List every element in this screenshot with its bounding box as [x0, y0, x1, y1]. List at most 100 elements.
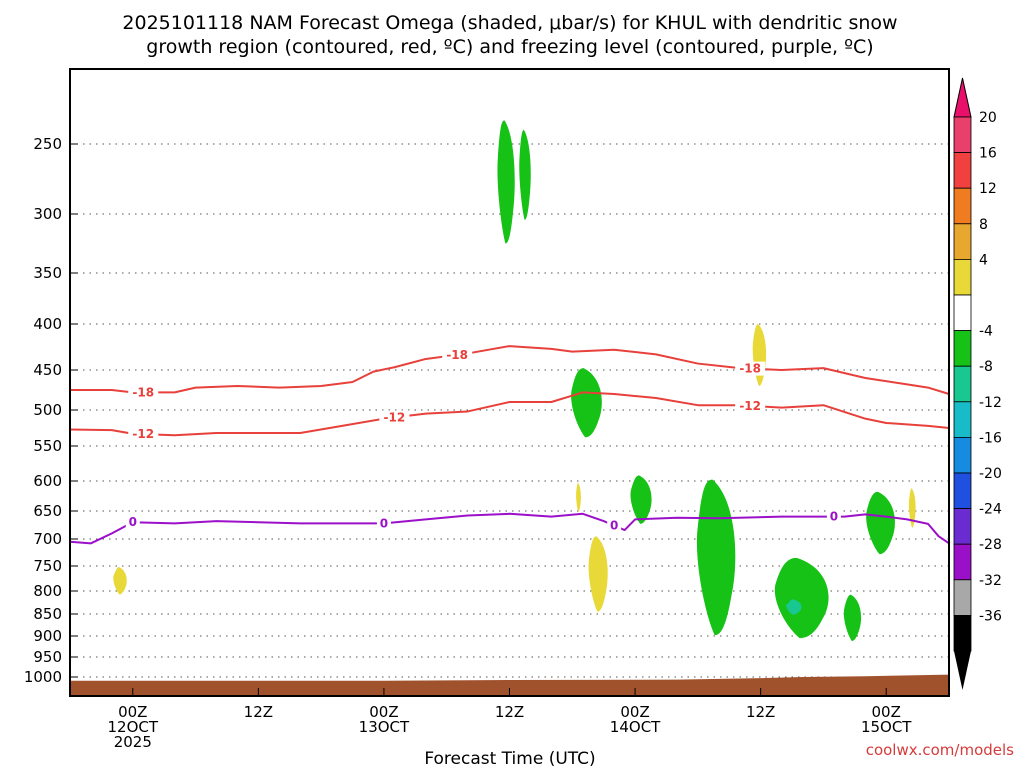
colorbar-swatch-1 [953, 152, 972, 189]
omega-region-tiny-yellow [576, 482, 581, 513]
omega-region-14oct-yellow [588, 536, 608, 612]
colorbar-label-1: 16 [979, 146, 997, 162]
contour-freezing-level [69, 512, 950, 545]
colorbar-label-7: -12 [979, 395, 1002, 411]
colorbar-label-4: 4 [979, 252, 988, 268]
ytick-label-900: 900 [33, 627, 62, 645]
colorbar-label-11: -28 [979, 537, 1002, 553]
omega-region-far-yellow [908, 488, 916, 528]
colorbar-label-0: 20 [979, 110, 997, 126]
ytick-label-750: 750 [33, 557, 62, 575]
colorbar-label-8: -16 [979, 430, 1002, 446]
colorbar-label-12: -32 [979, 573, 1002, 589]
colorbar-label-5: -4 [979, 324, 993, 340]
colorbar-swatch-14 [953, 615, 972, 652]
ytick-label-800: 800 [33, 582, 62, 600]
ytick-label-450: 450 [33, 361, 62, 379]
xtick-label-4-0: 00Z [620, 703, 649, 721]
ytick-label-1000: 1000 [24, 668, 62, 686]
x-axis-label: Forecast Time (UTC) [424, 749, 595, 768]
xtick-label-5-0: 12Z [746, 703, 775, 721]
ytick-label-550: 550 [33, 437, 62, 455]
omega-region-14oct-green [630, 475, 652, 524]
contour-label-bg-freezing-level-3 [826, 509, 841, 524]
colorbar-label-13: -36 [979, 608, 1002, 624]
ytick-label-950: 950 [33, 648, 62, 666]
contour-label-bg-freezing-level-0 [125, 515, 140, 530]
contour-label-bg-dgz-lower-2 [735, 398, 766, 413]
ytick-label-350: 350 [33, 264, 62, 282]
colorbar-top-arrow [953, 77, 972, 118]
contour-label-bg-freezing-level-2 [607, 518, 622, 533]
contour-label-dgz-upper-1: -18 [446, 348, 468, 362]
colorbar: 20 16 12 8 4 -4 -8 -12 -16 -20 -24 -28 -32 -36 [953, 77, 1002, 690]
contour-label-bg-dgz-upper-0 [128, 385, 159, 400]
contour-label-bg-dgz-upper-1 [442, 347, 473, 362]
colorbar-bottom-arrow [954, 651, 971, 690]
omega-region-lowlevel-cyan [786, 599, 802, 615]
terrain-surface [70, 674, 949, 696]
colorbar-swatch-9 [953, 436, 972, 474]
contour-label-dgz-lower-0: -12 [132, 427, 154, 441]
xtick-label-3-0: 12Z [495, 703, 524, 721]
terrain [70, 674, 949, 696]
chart-title-line1: 2025101118 NAM Forecast Omega (shaded, μ… [122, 12, 897, 34]
contour-label-bg-dgz-lower-0 [128, 427, 159, 442]
colorbar-label-9: -20 [979, 466, 1002, 482]
contour-label-freezing-level-2: 0 [610, 519, 618, 533]
credit-label: coolwx.com/models [866, 741, 1014, 759]
contour-label-bg-freezing-level-1 [376, 516, 391, 531]
contour-label-bg-dgz-upper-2 [735, 361, 766, 376]
ytick-label-400: 400 [33, 315, 62, 333]
omega-region-lowlevel-green2 [843, 594, 862, 642]
ytick-label-250: 250 [33, 135, 62, 153]
omega-region-upper-right [519, 129, 531, 220]
y-axis-ticks: 250 300 350 400 450 500 550 600 650 700 750 800 850 9… [24, 135, 78, 686]
contour-label-dgz-lower-1: -12 [384, 410, 406, 424]
omega-region-lowlevel-green [774, 557, 829, 639]
omega-region-mid-400-500 [571, 368, 602, 438]
chart-title-line2: growth region (contoured, red, ºC) and f… [146, 36, 873, 58]
colorbar-swatch-0 [953, 116, 972, 153]
ytick-label-700: 700 [33, 530, 62, 548]
xtick-label-4-1: 14OCT [610, 718, 661, 736]
contour-label-freezing-level-3: 0 [830, 510, 838, 524]
xtick-label-2-0: 00Z [369, 703, 398, 721]
xtick-label-0-0: 00Z [118, 703, 147, 721]
xtick-label-0-2: 2025 [114, 733, 152, 751]
contour-dgz-upper [70, 345, 950, 395]
ytick-label-500: 500 [33, 401, 62, 419]
contour-label-freezing-level-0: 0 [129, 515, 137, 529]
colorbar-swatch-4 [953, 258, 972, 296]
colorbar-label-3: 8 [979, 217, 988, 233]
xtick-label-2-1: 13OCT [359, 718, 410, 736]
colorbar-label-10: -24 [979, 502, 1002, 518]
colorbar-label-6: -8 [979, 359, 993, 375]
contour-label-freezing-level-1: 0 [380, 516, 388, 530]
colorbar-swatch-7 [953, 365, 972, 403]
colorbar-swatch-2 [953, 187, 972, 225]
ytick-label-300: 300 [33, 205, 62, 223]
omega-region-left-yellow [113, 567, 127, 595]
colorbar-swatch-12 [953, 543, 972, 581]
contour-label-dgz-upper-2: -18 [739, 362, 761, 376]
contours: -18 -18 -18 -12 -12 -12 0 0 0 0 [69, 345, 950, 545]
xtick-label-1-0: 12Z [244, 703, 273, 721]
omega-region-00z15-green [866, 491, 895, 555]
colorbar-swatch-3 [953, 223, 972, 260]
ytick-label-650: 650 [33, 502, 62, 520]
xtick-label-6-0: 00Z [872, 703, 901, 721]
contour-label-bg-dgz-lower-1 [379, 410, 410, 425]
omega-region-upper-left [497, 120, 515, 244]
xtick-label-6-1: 15OCT [861, 718, 912, 736]
colorbar-label-2: 12 [979, 181, 997, 197]
colorbar-swatch-11 [953, 508, 972, 545]
contour-dgz-lower [69, 391, 950, 437]
colorbar-swatch-6 [953, 330, 972, 367]
plot-area: -18 -18 -18 -12 -12 -12 0 0 0 0 [69, 68, 950, 697]
colorbar-swatch-10 [953, 472, 972, 509]
colorbar-swatch-5 [953, 294, 972, 331]
ytick-label-850: 850 [33, 605, 62, 623]
